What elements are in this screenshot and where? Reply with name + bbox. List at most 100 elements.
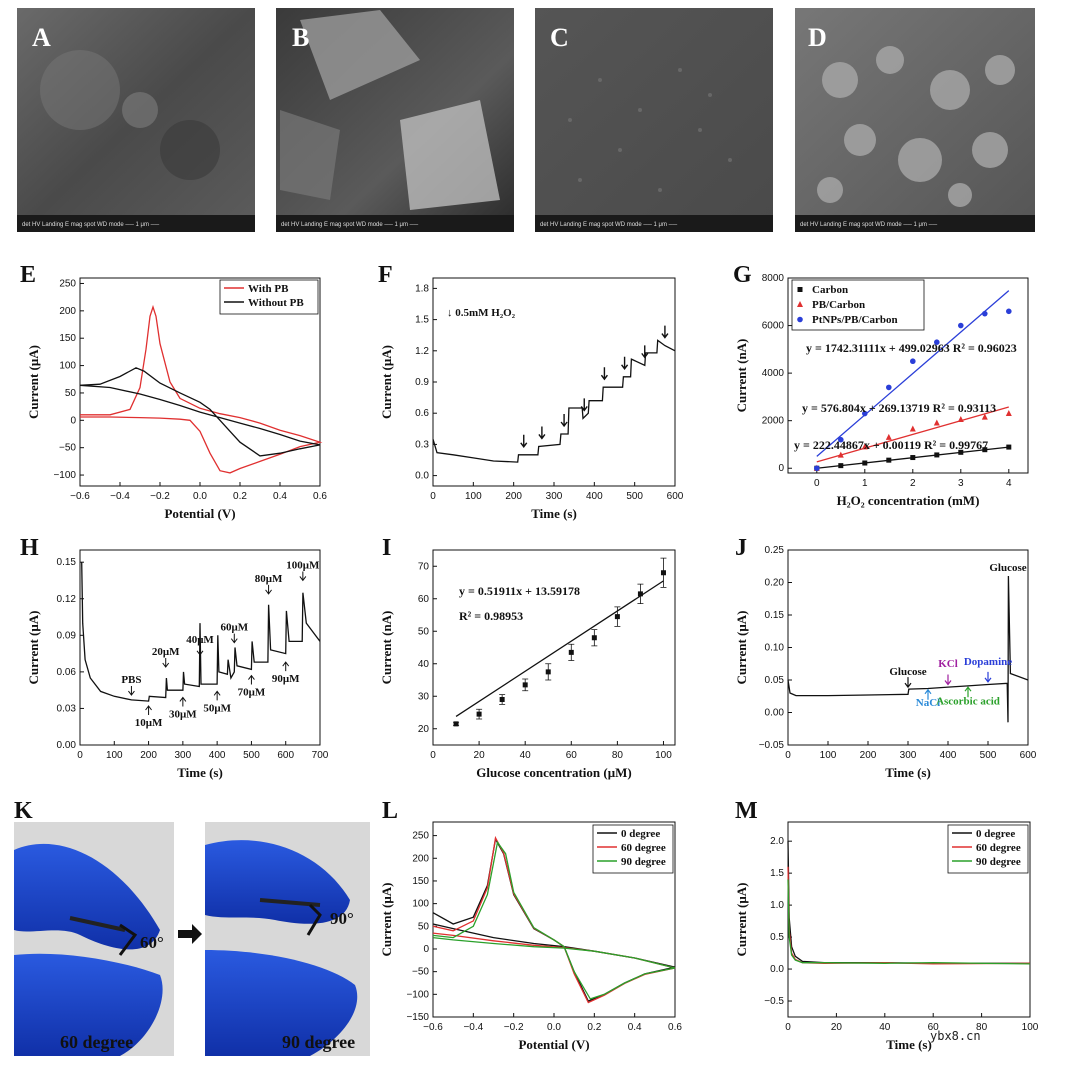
chart-f-h2o2-amperometry: 0 100 200 300 400 500 600 0.0 0.3 0.6 0.9 1.2 1.5 1.8…: [379, 277, 684, 521]
x-tick-label: 60: [566, 750, 578, 761]
panel-label-d: D: [808, 23, 827, 52]
concentration-label: 50μM: [203, 702, 231, 714]
x-tick-label: 600: [667, 491, 684, 502]
data-point: [934, 452, 940, 458]
y-tick-label: 250: [59, 278, 76, 289]
data-point: [862, 410, 868, 417]
h2o2-addition-annotation: ↓ 0.5mM H₂O₂: [447, 307, 516, 319]
y-tick-label: 50: [418, 921, 430, 932]
concentration-label: 60μM: [220, 622, 248, 634]
panel-label-i: I: [382, 535, 391, 561]
legend-entry: PB/Carbon: [812, 299, 865, 311]
data-point: [453, 721, 459, 727]
x-tick-label: −0.2: [150, 491, 170, 502]
x-tick-label: 0.6: [668, 1022, 682, 1033]
x-tick-label: 600: [277, 750, 294, 761]
data-point: [933, 419, 940, 426]
x-tick-label: 60: [928, 1022, 940, 1033]
current-trace: [432, 339, 676, 463]
data-point: [637, 591, 643, 597]
data-point: [837, 451, 844, 458]
concentration-label: 30μM: [169, 708, 197, 720]
fit-equation-pb: y = 576.804x + 269.13719 R² = 0.93113: [802, 401, 996, 415]
fit-equation: y = 0.51911x + 13.59178: [459, 584, 580, 598]
x-tick-label: 3: [958, 478, 964, 489]
x-tick-label: 400: [209, 750, 226, 761]
x-tick-label: −0.4: [463, 1022, 483, 1033]
x-tick-label: 300: [175, 750, 192, 761]
y-tick-label: −50: [412, 967, 429, 978]
legend-box: [791, 279, 925, 331]
x-tick-label: 400: [940, 750, 957, 761]
fit-equation-ptnps: y = 1742.31111x + 499.02963 R² = 0.96023: [806, 341, 1017, 355]
data-point: [1005, 410, 1012, 417]
x-axis-label: Time (s): [885, 765, 931, 780]
x-tick-label: 1: [862, 478, 868, 489]
panel-label-m: M: [735, 798, 758, 824]
legend-swatch: [797, 316, 803, 323]
y-tick-label: 0.10: [765, 643, 785, 654]
x-tick-label: −0.6: [70, 491, 90, 502]
plot-frame: [787, 277, 1029, 474]
data-point: [934, 339, 940, 346]
y-axis-label: Current (μA): [379, 345, 394, 419]
data-point: [838, 463, 844, 469]
data-point: [910, 358, 916, 365]
arrow-down-icon: [265, 584, 272, 595]
interferent-label: Ascorbic acid: [936, 696, 1000, 708]
x-tick-label: 0: [785, 1022, 791, 1033]
arrow-down-icon: [196, 645, 204, 656]
fit-line: [816, 290, 1010, 457]
sem-image-b: det HV Landing E mag spot WD mode ── 1 μ…: [276, 8, 514, 232]
x-tick-label: 200: [505, 491, 522, 502]
interferent-label: Glucose: [989, 562, 1026, 574]
y-tick-label: −100: [406, 989, 429, 1000]
x-tick-label: 40: [520, 750, 532, 761]
concentration-label: PBS: [121, 674, 141, 686]
x-tick-label: 200: [860, 750, 877, 761]
arrow-up-icon: [248, 674, 255, 685]
y-tick-label: 0.00: [765, 708, 785, 719]
x-tick-label: 80: [976, 1022, 988, 1033]
plot-frame: [432, 549, 676, 746]
data-point: [862, 460, 868, 466]
addition-arrow-icon: [538, 426, 546, 440]
sem-info-bar: det HV Landing E mag spot WD mode ── 1 μ…: [800, 222, 938, 228]
it-curve-90-degree: [787, 879, 1031, 965]
x-tick-label: 0.2: [587, 1022, 601, 1033]
x-tick-label: 300: [900, 750, 917, 761]
x-axis-label: Potential (V): [164, 506, 235, 521]
y-axis-label: Current (μA): [734, 883, 749, 957]
legend-entry: 90 degree: [976, 856, 1021, 868]
arrow-down-icon: [904, 677, 912, 689]
y-tick-label: 0: [70, 415, 76, 426]
y-tick-label: −0.05: [759, 740, 785, 751]
y-tick-label: 0.20: [765, 578, 785, 589]
y-tick-label: 0.15: [57, 557, 77, 568]
panel-label-e: E: [20, 262, 36, 288]
fit-line: [816, 406, 1009, 463]
interferent-label: KCl: [938, 658, 958, 670]
cv-curve-without-pb: [79, 367, 321, 457]
y-tick-label: 1.5: [770, 868, 784, 879]
arrow-up-icon: [179, 696, 187, 707]
y-tick-label: 100: [412, 899, 429, 910]
fit-equation-carbon: y = 222.44867x + 0.00119 R² = 0.99767: [794, 438, 988, 452]
legend-entry: Without PB: [248, 297, 304, 309]
x-tick-label: 700: [312, 750, 329, 761]
legend-entry: Carbon: [812, 284, 848, 296]
legend-entry: 0 degree: [976, 828, 1015, 840]
y-axis-label: Current (μA): [26, 345, 41, 419]
arrow-down-icon: [299, 571, 307, 582]
x-tick-label: −0.2: [504, 1022, 524, 1033]
data-point: [476, 711, 482, 717]
y-tick-label: 0: [778, 463, 784, 474]
legend-entry: 60 degree: [621, 842, 666, 854]
addition-arrow-icon: [621, 356, 629, 370]
sem-image-c: det HV Landing E mag spot WD mode ── 1 μ…: [535, 8, 773, 232]
data-point: [910, 455, 916, 461]
y-tick-label: 0.9: [415, 377, 429, 388]
angle-label-60: 60°: [140, 933, 164, 952]
x-tick-label: 0.0: [193, 491, 207, 502]
y-tick-label: 0.6: [415, 408, 429, 419]
